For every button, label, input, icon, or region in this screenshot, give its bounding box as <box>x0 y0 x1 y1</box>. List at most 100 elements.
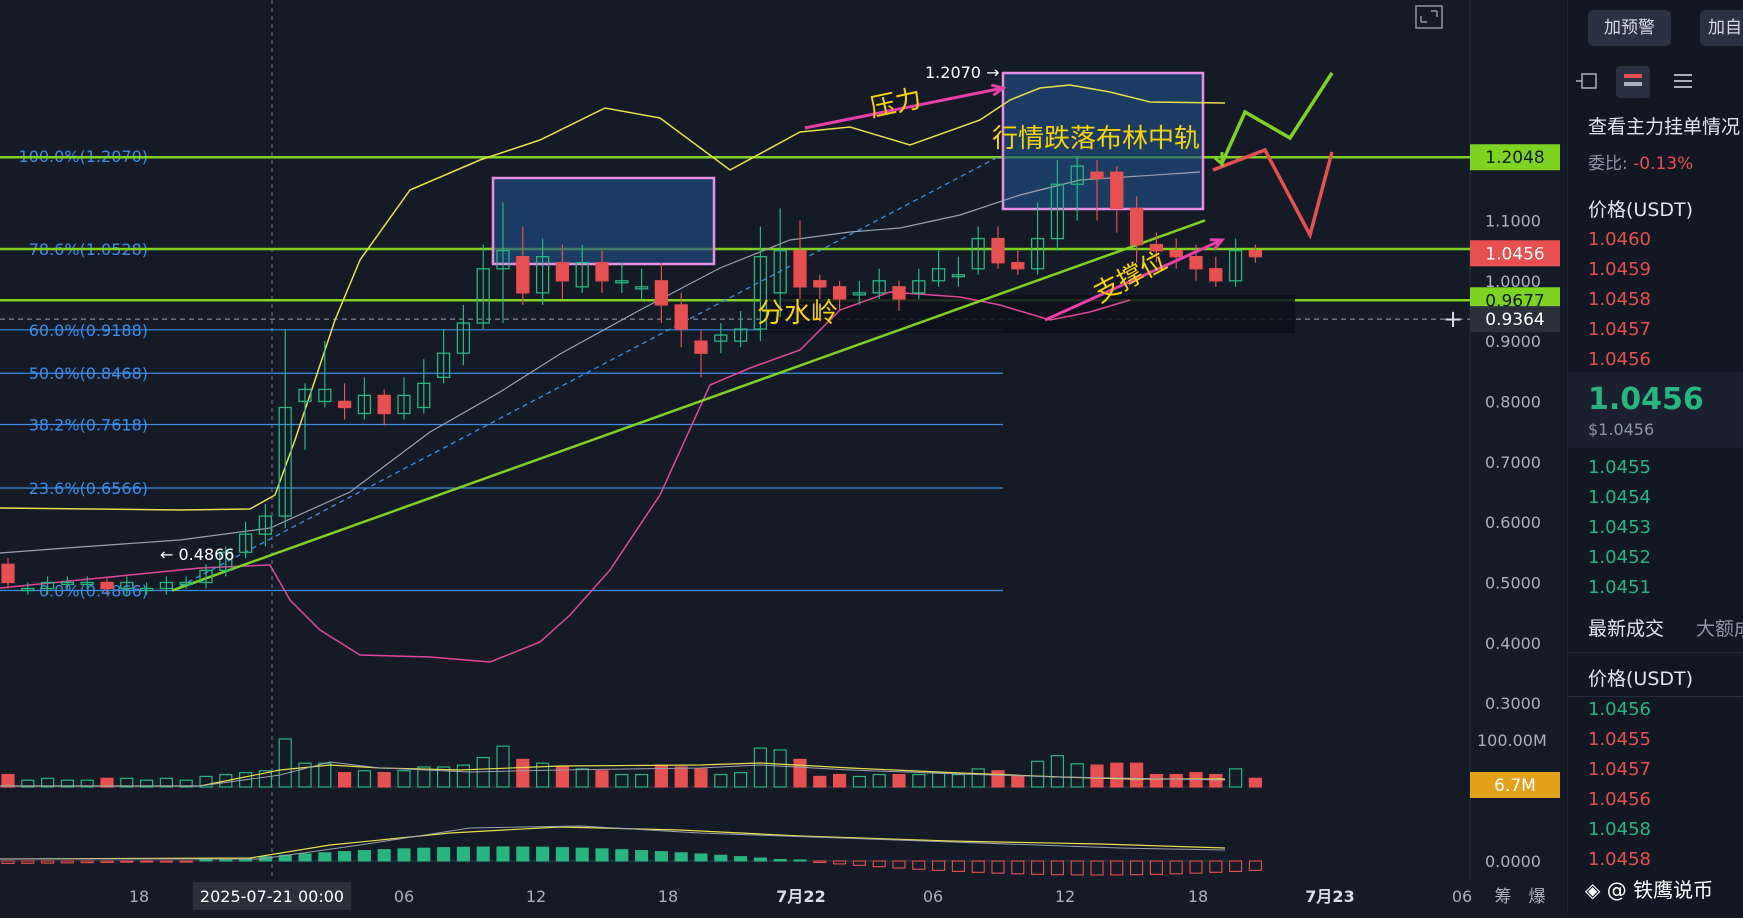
candle <box>318 341 332 408</box>
measure-line <box>171 155 1001 592</box>
low-mark: ← 0.4866 <box>160 545 234 564</box>
volume-bar <box>239 772 253 788</box>
macd-bar <box>813 860 827 864</box>
candlestick-chart[interactable]: 100.0%(1.2070) 78.6%(1.0528) 60.0%(0.9188)… <box>0 0 1565 914</box>
bid-row[interactable]: 1.0454 <box>1588 487 1651 508</box>
candle <box>912 268 926 299</box>
bid-row[interactable]: 1.0455 <box>1588 457 1651 478</box>
bid-row[interactable]: 1.0451 <box>1588 577 1651 598</box>
volume-bar <box>872 773 886 788</box>
tab-large-trades[interactable]: 大额成 <box>1696 618 1743 640</box>
volume-bar <box>991 770 1005 788</box>
volume-bar <box>892 773 906 788</box>
divider <box>1568 696 1743 697</box>
y-tick-label: 0.9000 <box>1485 332 1541 351</box>
ratio-value: -0.13% <box>1633 154 1694 174</box>
volume-bar <box>694 768 708 788</box>
macd-bar <box>753 857 767 862</box>
macd-bar <box>971 860 985 873</box>
volume-bar <box>179 779 193 788</box>
ask-row[interactable]: 1.0459 <box>1588 259 1651 280</box>
orderbook-title[interactable]: 查看主力挂单情况 <box>1588 116 1741 138</box>
candle <box>337 383 352 420</box>
macd-bar <box>80 860 94 864</box>
volume-bar <box>357 770 371 788</box>
macd-bar <box>615 849 629 862</box>
macd-bar <box>932 860 946 871</box>
chart-canvas[interactable]: 100.0%(1.2070)78.6%(1.0528)60.0%(0.9188)… <box>0 0 1565 914</box>
candle <box>40 576 55 595</box>
volume-bar <box>1070 763 1084 788</box>
bid-row[interactable]: 1.0452 <box>1588 547 1651 568</box>
fullscreen-icon[interactable] <box>1415 5 1443 29</box>
volume-bar <box>199 775 213 788</box>
volume-bar <box>21 779 35 788</box>
orderbook-both-icon[interactable] <box>1576 73 1597 89</box>
trade-row[interactable]: 1.0456 <box>1588 789 1651 810</box>
trend-line <box>171 219 1206 592</box>
bollinger-middle <box>0 171 1201 554</box>
support-arrow-head <box>1209 238 1226 251</box>
volume-bar <box>535 762 550 788</box>
volume-bar <box>912 773 926 788</box>
volume-bar <box>575 768 589 788</box>
trade-row[interactable]: 1.0455 <box>1588 729 1651 750</box>
macd-bar <box>1189 860 1203 874</box>
ask-row[interactable]: 1.0457 <box>1588 319 1651 340</box>
x-tick-label: 7月22 <box>776 887 825 906</box>
macd-bar <box>833 860 847 865</box>
orderbook-asks-icon[interactable] <box>1624 74 1642 86</box>
y-tick-label: 0.3000 <box>1485 694 1541 713</box>
volume-bar <box>1011 775 1025 788</box>
trade-row[interactable]: 1.0456 <box>1588 699 1651 720</box>
volume-bar <box>377 772 391 788</box>
candle <box>1169 238 1183 269</box>
macd-bar <box>1031 860 1045 875</box>
macd-bar <box>1149 860 1163 875</box>
volume-bar <box>338 772 352 788</box>
add-alert-button[interactable]: 加预警 <box>1588 10 1671 46</box>
add-favorite-button[interactable]: 加自 <box>1700 10 1743 46</box>
volume-bar <box>753 747 768 788</box>
volume-bar <box>100 777 114 788</box>
candle <box>199 564 213 589</box>
volume-bar <box>1209 773 1223 788</box>
candle <box>377 389 391 426</box>
macd-bar <box>1229 860 1243 872</box>
candle <box>1209 256 1223 287</box>
trade-row[interactable]: 1.0457 <box>1588 759 1651 780</box>
price-tag <box>1470 240 1560 267</box>
trade-row[interactable]: 1.0458 <box>1588 849 1651 870</box>
volume-bar <box>496 745 510 788</box>
candle <box>1070 155 1084 221</box>
fib-label: 38.2%(0.7618) <box>29 416 148 435</box>
support-arrow <box>1044 238 1223 322</box>
volume-bar <box>80 779 94 788</box>
ask-row[interactable]: 1.0458 <box>1588 289 1651 310</box>
divider <box>1568 652 1743 653</box>
macd-bar <box>793 859 807 862</box>
macd-bar <box>536 846 550 862</box>
volume-tag-label: 6.7M <box>1494 776 1536 796</box>
tab-latest-trades[interactable]: 最新成交 <box>1588 618 1665 640</box>
bid-row[interactable]: 1.0453 <box>1588 517 1651 538</box>
macd-bar <box>60 860 74 864</box>
price-header: 价格(USDT) <box>1588 199 1694 221</box>
trade-row[interactable]: 1.0458 <box>1588 819 1651 840</box>
candle <box>852 280 867 305</box>
candle <box>80 576 94 589</box>
candle <box>892 280 906 311</box>
macd-bar <box>1070 860 1084 876</box>
trades-price-header: 价格(USDT) <box>1588 668 1694 690</box>
candle <box>951 256 966 287</box>
orderbook-bids-icon[interactable] <box>1674 74 1692 88</box>
y-tick-label: 0.6000 <box>1485 513 1541 532</box>
macd-bar <box>1248 860 1262 871</box>
macd-bar <box>357 850 371 862</box>
ask-row[interactable]: 1.0456 <box>1588 349 1651 370</box>
volume-bar <box>931 772 946 788</box>
candle <box>120 576 134 595</box>
candle <box>1110 166 1124 233</box>
candle <box>60 576 75 589</box>
ask-row[interactable]: 1.0460 <box>1588 229 1651 250</box>
